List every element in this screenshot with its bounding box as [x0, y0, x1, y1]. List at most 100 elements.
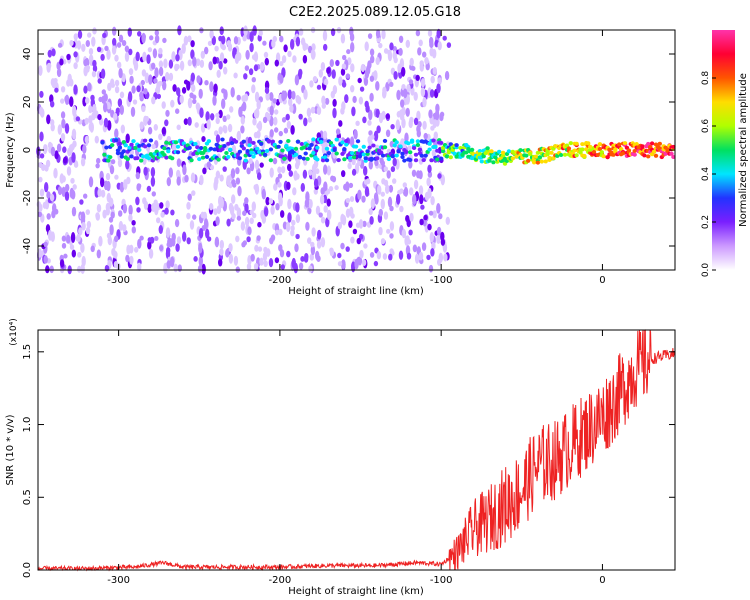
noise-dot [278, 228, 283, 236]
signal-cell [574, 153, 579, 158]
signal-cell [293, 146, 299, 151]
signal-cell [597, 142, 603, 147]
noise-dot [213, 180, 218, 191]
noise-dot [298, 113, 303, 120]
noise-dot [416, 170, 421, 179]
noise-dot [350, 42, 355, 53]
signal-cell [113, 138, 119, 143]
signal-cell [524, 153, 529, 158]
noise-dot [191, 84, 196, 93]
noise-dot [427, 223, 432, 231]
noise-dot [105, 207, 111, 216]
noise-dot [353, 129, 358, 140]
noise-dot [318, 212, 323, 218]
noise-dot [264, 57, 269, 66]
spectrogram-xtick-label: 0 [599, 275, 605, 286]
noise-dot [221, 35, 226, 45]
signal-cell [572, 148, 577, 153]
noise-dot [187, 97, 193, 109]
noise-dot [194, 122, 199, 128]
noise-dot [189, 220, 195, 230]
noise-dot [187, 193, 192, 201]
noise-dot [429, 232, 434, 243]
noise-dot [95, 212, 101, 221]
noise-dot [222, 125, 227, 133]
noise-dot [106, 232, 112, 239]
noise-dot [80, 263, 85, 274]
noise-dot [436, 83, 441, 94]
noise-dot [50, 100, 55, 108]
noise-dot [148, 248, 154, 259]
signal-cell [131, 139, 136, 144]
noise-dot [378, 208, 383, 217]
noise-dot [50, 231, 55, 242]
noise-dot [356, 237, 361, 245]
signal-cell [301, 145, 306, 150]
spectrogram-ytick-label: 20 [22, 96, 33, 109]
noise-dot [96, 46, 102, 53]
signal-cell [363, 156, 368, 161]
noise-dot [108, 216, 114, 223]
spectrogram-xtick-label: -200 [269, 275, 292, 286]
noise-dot [219, 248, 224, 256]
noise-dot [252, 118, 257, 126]
signal-cell [427, 141, 432, 146]
noise-dot [171, 51, 176, 63]
noise-dot [59, 58, 64, 66]
noise-dot [66, 234, 71, 244]
noise-dot [53, 167, 58, 179]
signal-cell [266, 138, 272, 143]
signal-cell [528, 152, 533, 156]
noise-dot [380, 191, 385, 197]
noise-dot [221, 44, 226, 51]
noise-dot [286, 181, 291, 190]
noise-dot [242, 210, 247, 216]
signal-cell [431, 138, 436, 143]
signal-cell [481, 154, 486, 159]
noise-dot [106, 49, 111, 60]
noise-dot [231, 194, 236, 204]
noise-dot [200, 211, 205, 219]
noise-dot [389, 81, 394, 87]
noise-dot [324, 97, 330, 105]
noise-dot [416, 129, 421, 138]
signal-cell [440, 149, 446, 154]
noise-dot [92, 27, 97, 35]
noise-dot [326, 198, 331, 207]
noise-dot [275, 203, 280, 211]
noise-dot [383, 48, 389, 54]
noise-dot [363, 179, 369, 185]
signal-cell [446, 150, 452, 155]
noise-dot [129, 75, 134, 84]
noise-dot [152, 48, 158, 59]
noise-dot [200, 123, 206, 133]
noise-dot [130, 106, 136, 117]
noise-dot [197, 265, 203, 273]
noise-dot [161, 127, 166, 135]
noise-dot [390, 124, 395, 130]
signal-cell [549, 150, 554, 155]
noise-dot [251, 201, 256, 212]
signal-cell [355, 139, 361, 144]
noise-dot [359, 86, 365, 92]
noise-dot [135, 172, 140, 180]
noise-dot [413, 179, 419, 190]
noise-dot [437, 173, 442, 179]
noise-dot [398, 250, 404, 260]
noise-dot [420, 87, 426, 97]
noise-dot [253, 109, 259, 119]
signal-cell [259, 141, 264, 146]
signal-cell [324, 146, 330, 151]
signal-cell [489, 149, 494, 154]
signal-cell [202, 148, 208, 153]
noise-dot [91, 36, 96, 47]
noise-dot [165, 71, 170, 82]
noise-dot [243, 93, 249, 102]
signal-cell [415, 143, 421, 147]
noise-dot [264, 87, 270, 94]
signal-cell [485, 146, 490, 151]
noise-dot [350, 236, 355, 244]
signal-cell [526, 158, 531, 163]
noise-dot [436, 234, 441, 245]
signal-cell [564, 143, 570, 148]
